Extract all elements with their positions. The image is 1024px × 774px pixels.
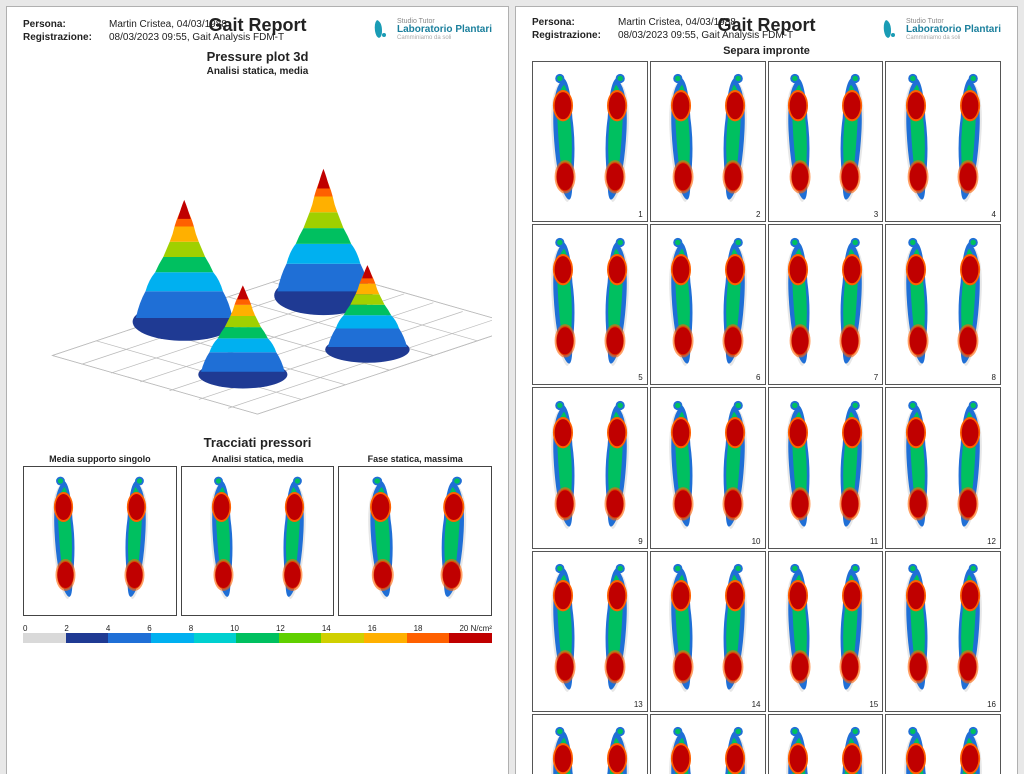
footprint-number: 2 xyxy=(756,210,760,219)
persona-label: Persona: xyxy=(532,17,612,28)
footprint-number: 14 xyxy=(752,700,761,709)
footprint-cell: 1 xyxy=(532,61,648,222)
footprint-cell: 14 xyxy=(650,551,766,712)
footprint-cell: 12 xyxy=(885,387,1001,548)
pressure-plot-3d xyxy=(23,77,492,429)
registrazione-label: Registrazione: xyxy=(532,30,612,41)
footprint-number: 12 xyxy=(987,537,996,546)
footprint-number: 8 xyxy=(992,373,996,382)
section-tracciati-title: Tracciati pressori xyxy=(23,435,492,450)
tracc-box-1 xyxy=(181,466,335,616)
persona-value: Martin Cristea, 04/03/1988 xyxy=(618,17,736,28)
brand-logo: Studio Tutor Laboratorio Plantari Cammin… xyxy=(878,17,1001,41)
footprint-number: 6 xyxy=(756,373,760,382)
footprint-cell: 18 xyxy=(650,714,766,774)
footprint-cell: 10 xyxy=(650,387,766,548)
section-pressure3d-title: Pressure plot 3d xyxy=(23,49,492,64)
footprint-number: 10 xyxy=(752,537,761,546)
persona-value: Martin Cristea, 04/03/1988 xyxy=(109,19,227,30)
footprint-grid: 1234567891011121314151617181920212223242… xyxy=(532,61,1001,774)
footprint-cell: 5 xyxy=(532,224,648,385)
footprint-cell: 7 xyxy=(768,224,884,385)
header-info: Persona: Martin Cristea, 04/03/1988 Regi… xyxy=(23,17,284,43)
tracc-label-1: Analisi statica, media xyxy=(212,454,304,464)
section-separa-title: Separa impronte xyxy=(532,45,1001,57)
tracciati-row: Media supporto singolo Analisi statica, … xyxy=(23,454,492,616)
footprint-number: 15 xyxy=(869,700,878,709)
footprint-number: 11 xyxy=(870,537,878,546)
page-header: Persona: Martin Cristea, 04/03/1988 Regi… xyxy=(532,17,1001,41)
tracc-label-0: Media supporto singolo xyxy=(49,454,151,464)
footprint-cell: 6 xyxy=(650,224,766,385)
report-page-2: Persona: Martin Cristea, 04/03/1988 Regi… xyxy=(515,6,1018,774)
logo-line2: Laboratorio Plantari xyxy=(397,25,492,35)
footprint-number: 3 xyxy=(874,210,878,219)
report-page-1: Persona: Martin Cristea, 04/03/1988 Regi… xyxy=(6,6,509,774)
footprint-cell: 4 xyxy=(885,61,1001,222)
footprint-cell: 15 xyxy=(768,551,884,712)
section-pressure3d-sub: Analisi statica, media xyxy=(23,66,492,77)
footprint-number: 4 xyxy=(992,210,996,219)
registrazione-value: 08/03/2023 09:55, Gait Analysis FDM-T xyxy=(109,32,284,43)
logo-line3: Camminiamo da soli xyxy=(906,35,1001,41)
footprint-number: 9 xyxy=(638,537,642,546)
foot-logo-icon xyxy=(878,17,902,41)
tracc-box-2 xyxy=(338,466,492,616)
footprint-number: 7 xyxy=(874,373,878,382)
pages-row: Persona: Martin Cristea, 04/03/1988 Regi… xyxy=(0,0,1024,774)
footprint-cell: 2 xyxy=(650,61,766,222)
footprint-cell: 20 xyxy=(885,714,1001,774)
header-info: Persona: Martin Cristea, 04/03/1988 Regi… xyxy=(532,17,793,41)
footprint-cell: 9 xyxy=(532,387,648,548)
brand-logo: Studio Tutor Laboratorio Plantari Cammin… xyxy=(369,17,492,41)
footprint-number: 16 xyxy=(987,700,996,709)
footprint-cell: 11 xyxy=(768,387,884,548)
tracc-box-0 xyxy=(23,466,177,616)
footprint-number: 1 xyxy=(638,210,642,219)
tracc-label-2: Fase statica, massima xyxy=(368,454,463,464)
footprint-cell: 13 xyxy=(532,551,648,712)
footprint-cell: 16 xyxy=(885,551,1001,712)
footprint-number: 13 xyxy=(634,700,643,709)
logo-line3: Camminiamo da soli xyxy=(397,35,492,41)
footprint-cell: 3 xyxy=(768,61,884,222)
report-viewer: Persona: Martin Cristea, 04/03/1988 Regi… xyxy=(0,0,1024,774)
persona-label: Persona: xyxy=(23,19,103,30)
footprint-cell: 17 xyxy=(532,714,648,774)
registrazione-value: 08/03/2023 09:55, Gait Analysis FDM-T xyxy=(618,30,793,41)
registrazione-label: Registrazione: xyxy=(23,32,103,43)
foot-logo-icon xyxy=(369,17,393,41)
colorbar: 02468101214161820 N/cm² xyxy=(23,622,492,643)
page-header: Persona: Martin Cristea, 04/03/1988 Regi… xyxy=(23,17,492,43)
footprint-cell: 19 xyxy=(768,714,884,774)
footprint-number: 5 xyxy=(638,373,642,382)
logo-line2: Laboratorio Plantari xyxy=(906,25,1001,35)
footprint-cell: 8 xyxy=(885,224,1001,385)
